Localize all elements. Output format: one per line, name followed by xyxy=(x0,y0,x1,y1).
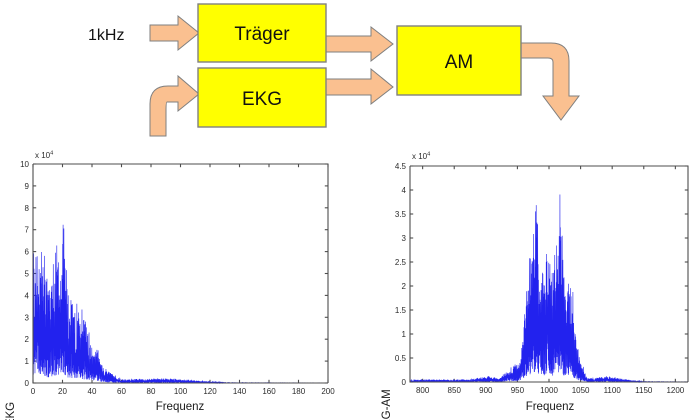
x-tick-label: 40 xyxy=(88,387,97,396)
y-tick-label: 5 xyxy=(25,270,30,279)
x-tick-label: 20 xyxy=(58,387,67,396)
spectrum-trace-ekg-am xyxy=(409,194,689,384)
x-tick-label: 850 xyxy=(448,386,462,395)
y-tick-label: 1 xyxy=(25,357,30,366)
block-ekg-label: EKG xyxy=(242,89,282,110)
y-tick-label: 2 xyxy=(25,335,30,344)
chart-ekg-canvas: x 104 0 20 40 60 80 100 120 140 160 180 200 0 1 2 3 4 5 6… xyxy=(5,151,335,420)
y-tick-label: 7 xyxy=(25,226,30,235)
y-tick-label: 8 xyxy=(25,204,30,213)
y-tick-label: 10 xyxy=(20,160,29,169)
block-diagram-canvas: Träger EKG AM 1kHz xyxy=(88,3,580,137)
y-tick-label: 1 xyxy=(402,330,407,339)
chart-ekg-am-spectrum: x 104 800 850 900 950 1000 1050 1100 1150 1200 0 0… xyxy=(350,142,697,420)
x-tick-label: 120 xyxy=(203,387,217,396)
y-axis-exponent-right: x 104 xyxy=(412,152,430,162)
x-tick-label: 200 xyxy=(321,387,335,396)
x-tick-label: 100 xyxy=(174,387,188,396)
x-tick-label: 80 xyxy=(147,387,156,396)
x-tick-label: 950 xyxy=(511,386,525,395)
y-tick-label: 4 xyxy=(402,186,407,195)
block-diagram: Träger EKG AM 1kHz xyxy=(0,0,697,142)
y-tick-label: 3.5 xyxy=(395,210,407,219)
x-tick-label: 0 xyxy=(31,387,36,396)
y-tick-label: 0.5 xyxy=(395,354,407,363)
chart-ekg-am-canvas: x 104 800 850 900 950 1000 1050 1100 1150 1200 0 0… xyxy=(381,152,689,420)
y-axis-title-right: EKG-AM xyxy=(381,389,393,420)
x-tick-label: 140 xyxy=(233,387,247,396)
input-arrow-1khz xyxy=(149,14,200,52)
x-tick-label: 900 xyxy=(479,386,493,395)
block-traeger-label: Träger xyxy=(234,24,290,45)
y-tick-label: 2 xyxy=(402,282,407,291)
x-tick-label: 800 xyxy=(416,386,430,395)
x-tick-label: 1050 xyxy=(572,386,590,395)
x-tick-label: 1200 xyxy=(666,386,684,395)
y-tick-label: 6 xyxy=(25,248,30,257)
chart-ekg-spectrum: x 104 0 20 40 60 80 100 120 140 160 180 200 0 1 2 3 4 5 6… xyxy=(0,142,350,420)
x-axis-title-right: Frequenz xyxy=(526,401,575,413)
block-traeger[interactable]: Träger xyxy=(197,3,327,63)
y-tick-label: 3 xyxy=(402,234,407,243)
input-arrow-curved-ekg xyxy=(149,74,200,137)
output-arrow-am xyxy=(513,42,580,121)
y-tick-label: 1.5 xyxy=(395,306,407,315)
block-ekg[interactable]: EKG xyxy=(197,67,327,128)
x-axis-title-left: Frequenz xyxy=(156,401,205,413)
x-tick-label: 60 xyxy=(117,387,126,396)
y-tick-label: 9 xyxy=(25,182,30,191)
block-am[interactable]: AM xyxy=(396,25,522,96)
y-tick-label: 4 xyxy=(25,291,30,300)
input-label-1khz: 1kHz xyxy=(88,27,124,44)
arrow-ekg-to-am xyxy=(319,67,394,106)
y-axis-title-left: EKG xyxy=(5,402,17,420)
x-tick-label: 180 xyxy=(292,387,306,396)
block-am-label: AM xyxy=(445,52,474,73)
x-tick-label: 1100 xyxy=(604,386,622,395)
x-tick-label: 1000 xyxy=(540,386,558,395)
y-tick-label: 3 xyxy=(25,313,30,322)
y-tick-label: 0 xyxy=(402,378,407,387)
y-tick-label: 0 xyxy=(25,379,30,388)
y-tick-label: 2.5 xyxy=(395,258,407,267)
x-tick-label: 1150 xyxy=(635,386,653,395)
y-tick-label: 4.5 xyxy=(395,162,407,171)
y-axis-exponent-left: x 104 xyxy=(35,151,53,161)
spectrum-trace-ekg xyxy=(32,224,329,385)
x-tick-label: 160 xyxy=(262,387,276,396)
arrow-traeger-to-am xyxy=(319,25,394,63)
